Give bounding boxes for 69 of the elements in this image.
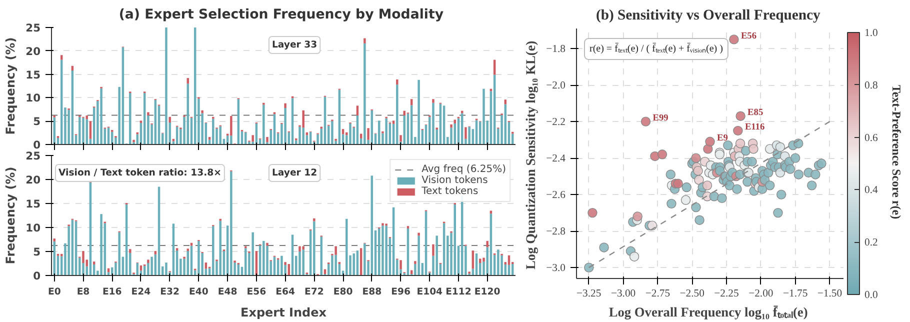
x-tick-label: E48	[218, 286, 238, 298]
y-tick-label: −3.0	[546, 263, 566, 274]
annotation: E85	[748, 108, 764, 118]
y-axis-title: Log Quantization Sensitivity log₁₀ KL(e)	[523, 40, 538, 270]
y-tick-label: −1.8	[546, 44, 566, 56]
x-tick-label: −2.00	[748, 288, 774, 300]
y-tick-label: 10	[26, 222, 41, 234]
x-tick-label: E40	[189, 286, 209, 298]
y-tick-label: 15	[26, 68, 41, 82]
annotation: Vision / Text token ratio: 13.8×	[58, 168, 222, 178]
x-tick-label: −2.50	[680, 288, 704, 300]
color-bar-label: 0.8	[864, 80, 878, 92]
chart-title: (b) Sensitivity vs Overall Frequency	[596, 8, 822, 24]
y-tick-label: 10	[26, 92, 41, 105]
chart-title: (a) Expert Selection Frequency by Modality	[118, 8, 444, 22]
y-axis-title: Frequency (%)	[4, 37, 18, 135]
y-tick-label: 0	[33, 270, 41, 282]
y-tick-label: −2.0	[546, 80, 566, 92]
y-tick-label: 0	[33, 138, 41, 152]
color-bar-title: Text-Preference Score r(e)	[890, 84, 904, 220]
x-tick-label: −2.25	[714, 288, 739, 300]
y-tick-label: 25	[26, 150, 41, 162]
annotation: E116	[744, 122, 765, 133]
y-tick-label: 5	[33, 115, 41, 128]
annotation: r(e) = f̄ₜₑₓₜ(e) / ( f̄ₜₑₓₜ(e) + f̄ᵥᵢₛᵢₒₙ(e) )	[590, 42, 723, 54]
x-tick-label: −1.50	[817, 288, 842, 300]
color-bar-label: 1.0	[864, 28, 878, 39]
x-axis-title: Log Overall Frequency log₁₀ f̄ₜₒₜₐₗ(e)	[608, 304, 808, 320]
x-tick-label: E96	[391, 286, 410, 298]
x-tick-label: −3.00	[610, 288, 636, 300]
legend-label: Avg freq (6.25%)	[422, 164, 506, 175]
y-tick-label: 15	[26, 198, 41, 210]
legend-label: Text tokens	[422, 186, 478, 197]
x-axis-title: Expert Index	[240, 306, 327, 320]
color-bar-label: 0.2	[864, 238, 878, 249]
y-tick-label: −2.2	[546, 117, 566, 128]
x-tick-label: E0	[48, 286, 62, 298]
x-tick-label: E56	[246, 286, 266, 298]
annotation: Layer 12	[272, 168, 318, 178]
legend-label: Vision tokens	[422, 175, 488, 186]
annotation: E56	[740, 31, 757, 42]
y-tick-label: −2.4	[546, 154, 566, 165]
color-bar-label: 0.6	[864, 132, 878, 144]
y-tick-label: 5	[33, 246, 41, 258]
x-tick-label: E120	[474, 286, 501, 298]
x-tick-label: E104	[416, 286, 444, 298]
color-bar-label: 0.0	[864, 290, 878, 301]
y-tick-label: 20	[26, 174, 41, 186]
color-bar-label: 0.4	[864, 185, 878, 196]
annotation: E9	[717, 134, 728, 144]
y-tick-label: 25	[26, 22, 41, 34]
x-tick-label: E8	[76, 286, 90, 298]
x-tick-label: E16	[102, 286, 122, 298]
x-tick-label: E112	[446, 286, 472, 298]
annotation: E99	[652, 114, 669, 124]
x-tick-label: −1.75	[783, 288, 808, 300]
x-tick-label: E24	[131, 286, 152, 298]
x-tick-label: E80	[333, 286, 354, 298]
y-tick-label: −2.8	[546, 226, 566, 238]
x-tick-label: E88	[362, 286, 382, 298]
x-tick-label: −2.75	[645, 288, 670, 300]
x-tick-label: E64	[276, 286, 296, 298]
y-tick-label: −2.6	[546, 190, 566, 202]
annotation: Layer 33	[272, 40, 318, 50]
x-tick-label: E32	[160, 286, 180, 298]
y-axis-title: Frequency (%)	[4, 166, 18, 264]
x-tick-label: −3.25	[576, 288, 602, 300]
y-tick-label: 20	[26, 44, 41, 58]
x-tick-label: E72	[304, 286, 324, 298]
